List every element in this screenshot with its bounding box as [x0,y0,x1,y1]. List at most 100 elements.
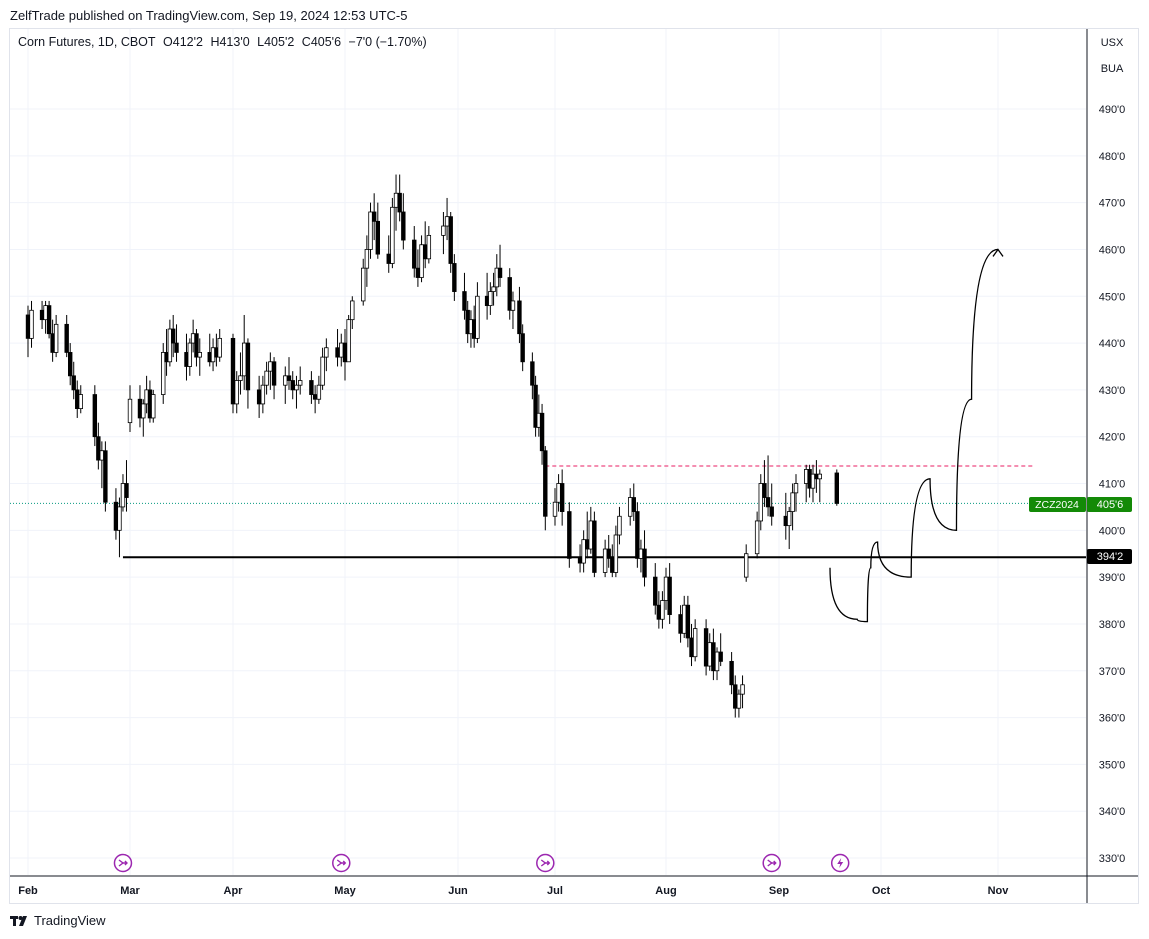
candle[interactable] [230,333,236,414]
candle[interactable] [64,314,69,358]
candle[interactable] [113,488,119,540]
candle[interactable] [68,343,73,386]
split-arrow-icon[interactable] [536,853,555,873]
candle[interactable] [174,324,179,362]
candle[interactable] [50,319,55,362]
candle[interactable] [762,460,767,507]
candle[interactable] [667,563,672,624]
candle[interactable] [364,235,370,287]
split-arrow-icon[interactable] [762,853,781,873]
candle[interactable] [441,211,446,255]
candle[interactable] [653,563,658,615]
candle[interactable] [520,324,525,372]
candle[interactable] [170,314,176,358]
currency-button-usx[interactable]: USX [1093,32,1131,54]
candle[interactable] [422,221,428,269]
candle[interactable] [743,544,749,582]
candle[interactable] [758,474,763,531]
legend-symbol[interactable]: Corn Futures, 1D, CBOT [18,35,156,49]
candle[interactable] [320,347,325,390]
candle[interactable] [660,591,665,629]
candle[interactable] [475,282,480,344]
candle[interactable] [585,511,590,559]
candle[interactable] [606,534,611,568]
split-arrow-icon[interactable] [332,853,351,873]
candle[interactable] [256,375,262,418]
candle[interactable] [787,506,792,550]
candle[interactable] [415,249,421,287]
candle[interactable] [96,422,101,470]
candle[interactable] [656,591,662,629]
candle[interactable] [533,375,538,437]
candle[interactable] [297,366,303,395]
candle[interactable] [627,488,633,526]
candle[interactable] [790,483,795,531]
candle[interactable] [103,441,108,512]
candle[interactable] [736,689,742,718]
candle[interactable] [718,633,723,667]
candle[interactable] [613,525,619,578]
candle[interactable] [689,623,694,667]
candle[interactable] [386,235,391,273]
candle[interactable] [507,268,512,320]
candle[interactable] [75,380,80,418]
candle[interactable] [678,605,683,643]
candle[interactable] [197,338,202,376]
candle[interactable] [350,296,355,330]
candle[interactable] [187,338,193,376]
candle[interactable] [127,385,133,433]
currency-button-bua[interactable]: BUA [1093,58,1131,80]
candle[interactable] [602,539,608,578]
candle[interactable] [25,305,31,358]
candle[interactable] [241,314,247,390]
candle[interactable] [324,338,329,372]
candle[interactable] [810,464,816,503]
candle[interactable] [707,633,712,671]
candle[interactable] [339,333,344,367]
candle[interactable] [271,357,277,400]
candle[interactable] [491,272,496,306]
candle[interactable] [729,652,734,695]
candle[interactable] [78,385,83,414]
candle[interactable] [588,506,594,554]
candle[interactable] [682,595,687,638]
candle[interactable] [444,197,450,241]
lightning-icon[interactable] [830,853,850,873]
candle[interactable] [539,403,545,465]
candle[interactable] [117,497,122,558]
candle[interactable] [286,357,292,390]
candle[interactable] [393,174,399,231]
candle[interactable] [793,474,799,512]
candle[interactable] [260,375,266,414]
candle[interactable] [740,675,745,709]
candle[interactable] [711,628,716,681]
candle[interactable] [151,389,156,423]
candle[interactable] [592,511,597,578]
candle[interactable] [517,286,522,344]
candle[interactable] [43,300,48,334]
candle[interactable] [426,226,432,264]
candle[interactable] [29,300,34,348]
candle[interactable] [663,567,669,610]
candle[interactable] [294,375,299,409]
candle[interactable] [238,352,243,395]
candle[interactable] [401,193,406,250]
candle[interactable] [834,469,839,506]
candle[interactable] [733,675,738,718]
candle[interactable] [412,226,417,278]
candle[interactable] [642,530,647,587]
candle[interactable] [530,352,535,400]
candle[interactable] [390,197,395,269]
candle[interactable] [617,506,622,545]
candle[interactable] [556,474,561,512]
candle[interactable] [765,455,771,517]
candle[interactable] [264,361,269,395]
candle[interactable] [234,371,239,414]
candle[interactable] [577,544,583,573]
candle[interactable] [488,282,493,315]
candle[interactable] [635,502,640,568]
candle[interactable] [769,483,774,526]
candle[interactable] [46,300,52,339]
footer-brand[interactable]: TradingView [34,913,106,928]
